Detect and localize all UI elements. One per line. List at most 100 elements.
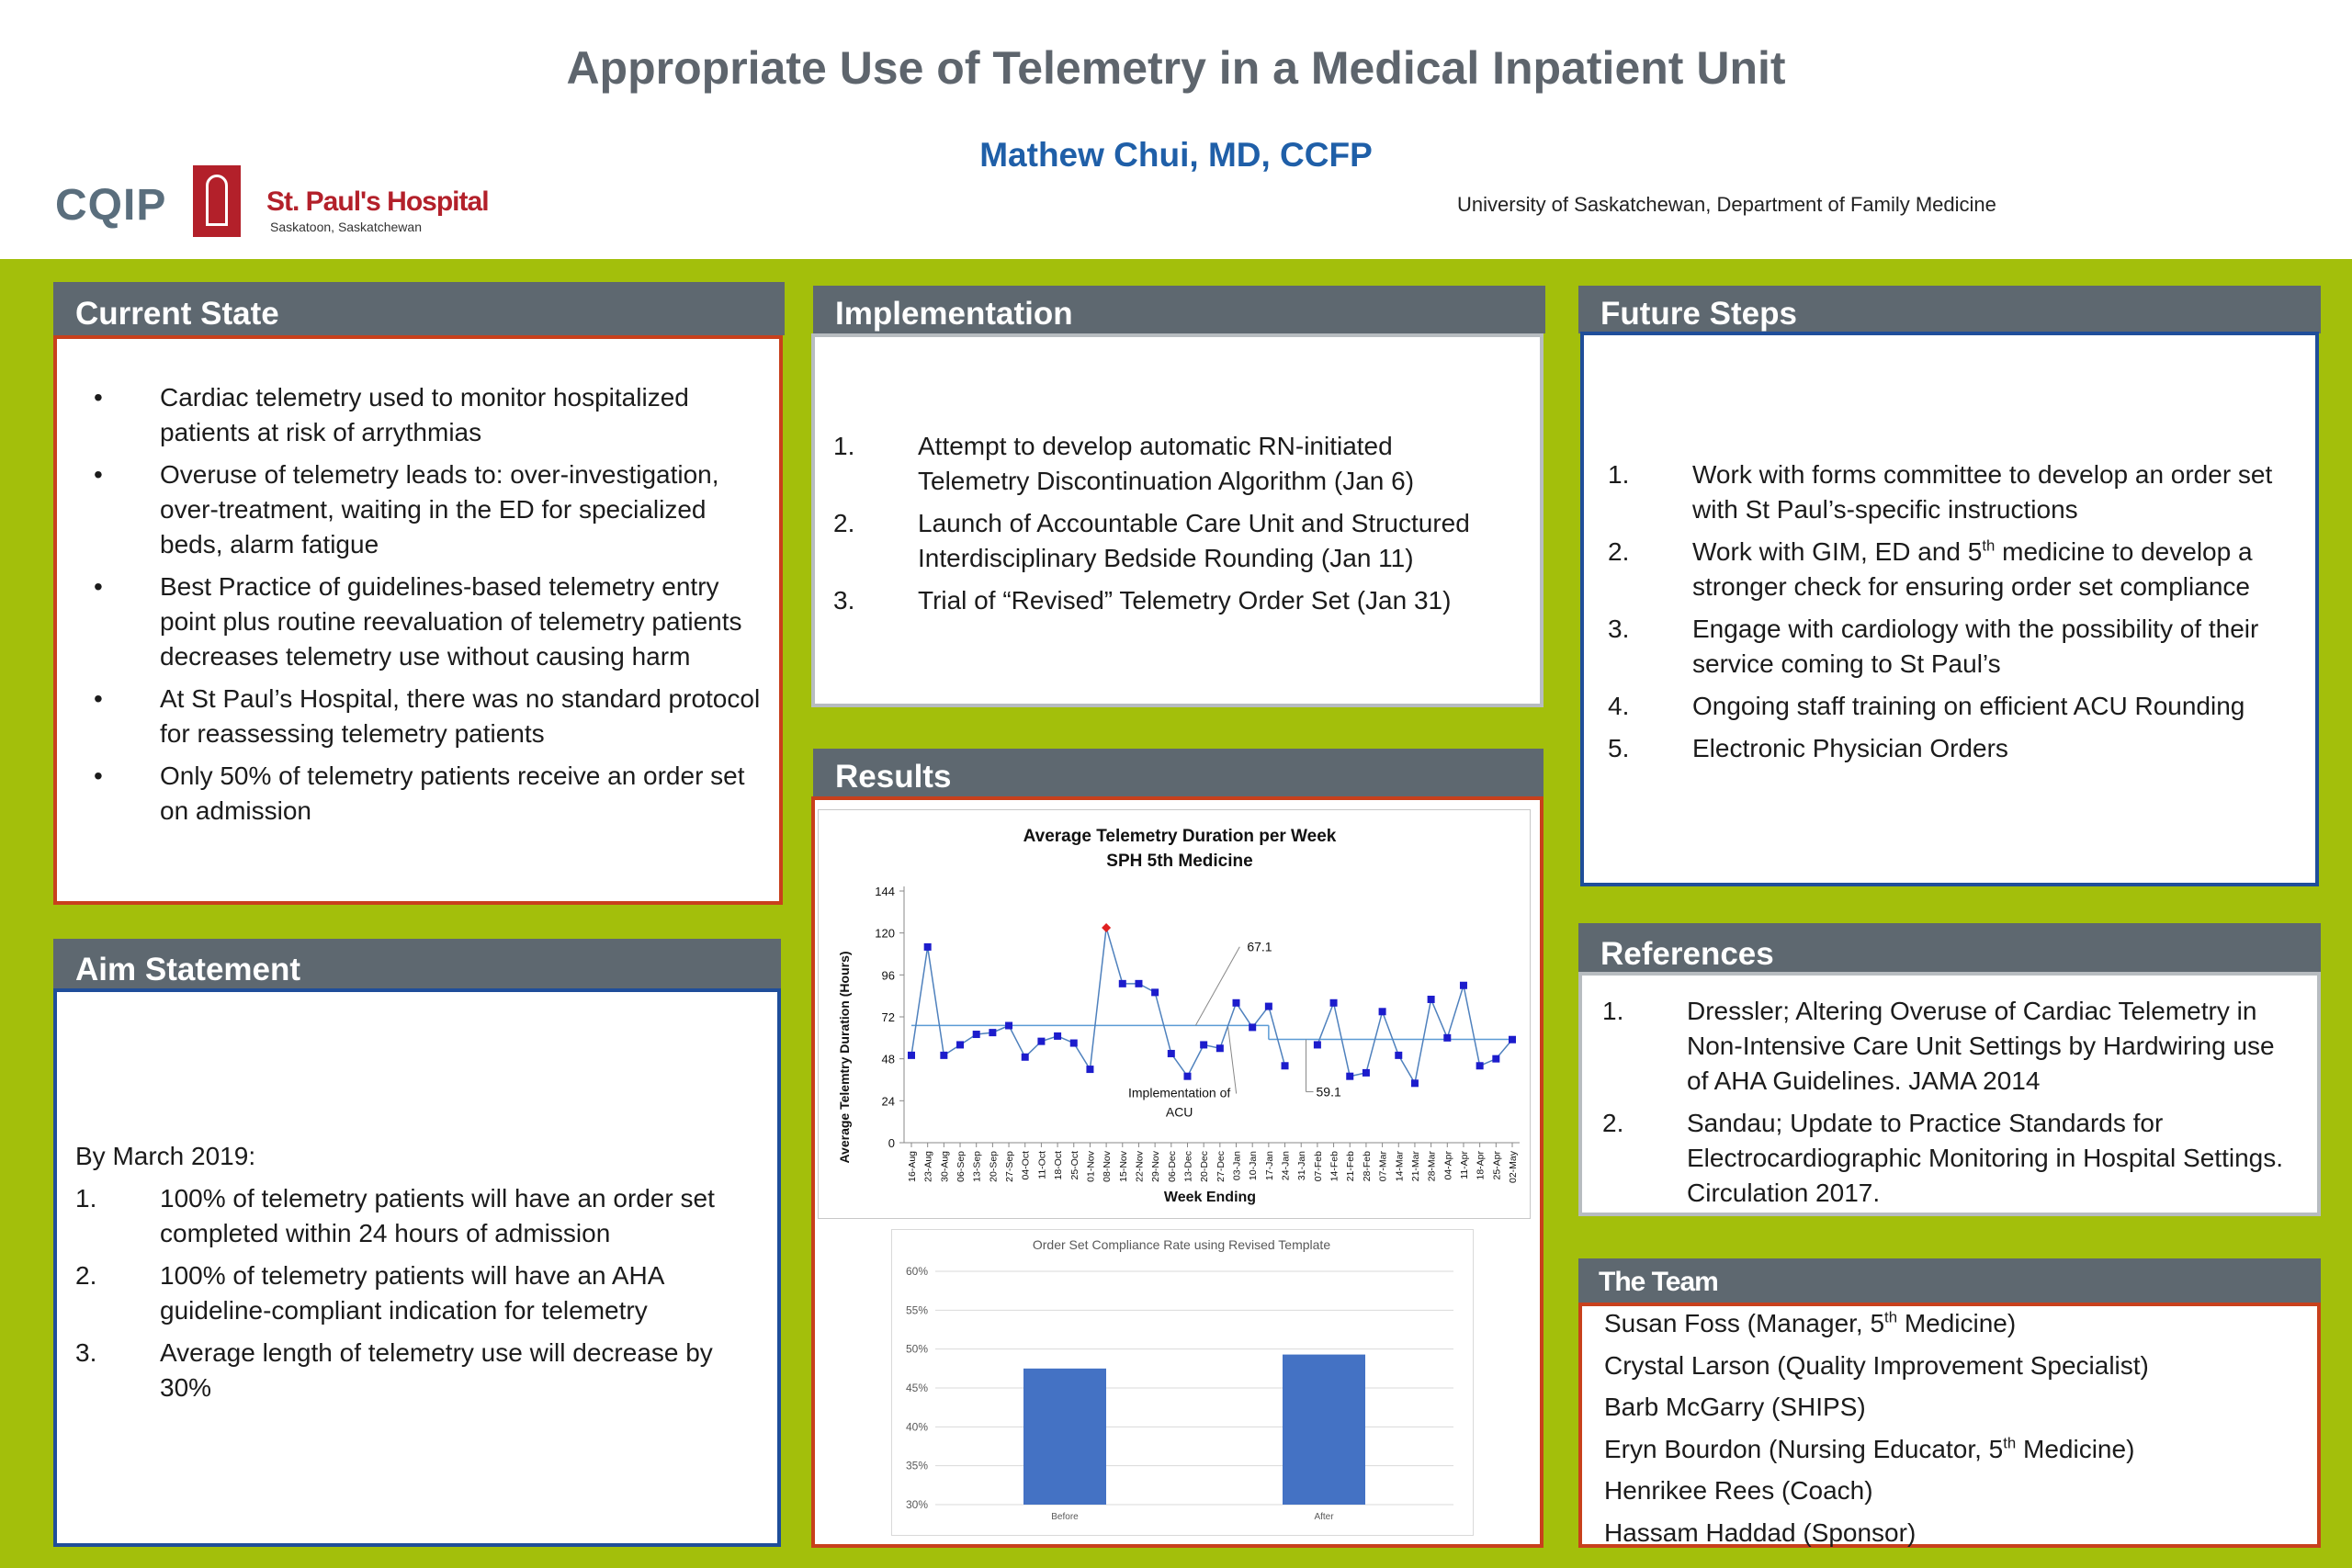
chart1-data-point [1135,979,1143,987]
implementation-heading: Implementation [813,286,1545,333]
future-step-item: Electronic Physician Orders [1692,734,2008,762]
chart1-x-tick-label: 10-Jan [1248,1151,1259,1180]
poster-header: Appropriate Use of Telemetry in a Medica… [0,0,2352,259]
chart2-y-tick-label: 50% [906,1343,928,1356]
chart1-data-point [972,1031,980,1039]
chart2-y-tick-label: 55% [906,1303,928,1316]
future-step-item: Engage with cardiology with the possibil… [1692,615,2259,678]
chart1-data-point [940,1051,948,1059]
current-state-item: Overuse of telemetry leads to: over-inve… [160,460,719,558]
chart1-title: Average Telemetry Duration per Week [1023,827,1337,846]
chart2-y-tick-label: 35% [906,1460,928,1472]
chart1-data-point [956,1041,965,1049]
chart2-title: Order Set Compliance Rate using Revised … [1033,1237,1330,1252]
chart1-x-tick-label: 21-Feb [1345,1151,1356,1181]
aim-item: 100% of telemetry patients will have an … [160,1184,715,1247]
aim-item: 100% of telemetry patients will have an … [160,1261,663,1325]
chart1-x-tick-label: 24-Jan [1281,1151,1292,1180]
team-member: Susan Foss (Manager, 5th Medicine) [1604,1308,2017,1337]
aim-statement-heading: Aim Statement [53,939,781,990]
chart1-mean-label: 67.1 [1247,940,1272,954]
chart2-y-tick-label: 45% [906,1382,928,1394]
chart1-data-point [1395,1051,1403,1059]
chart1-x-tick-label: 28-Feb [1362,1151,1373,1181]
chart2-bar [1283,1354,1365,1505]
chart1-x-tick-label: 15-Nov [1118,1150,1129,1182]
chart1-y-tick-label: 144 [875,885,895,898]
chart1-x-tick-label: 06-Dec [1167,1151,1178,1182]
reference-item: Dressler; Altering Overuse of Cardiac Te… [1687,997,2275,1095]
chart1-data-point [1509,1035,1516,1043]
chart1-data-point [1264,1002,1272,1010]
references-body: 1. Dressler; Altering Overuse of Cardiac … [1578,972,2321,1216]
poster-title: Appropriate Use of Telemetry in a Medica… [566,42,1786,94]
chart1-x-tick-label: 01-Nov [1085,1150,1096,1182]
chart1-callout-line [1194,946,1240,1026]
chart1-data-point-highlight [1102,922,1112,932]
chart1-frame [818,809,1531,1219]
chart1-y-tick-label: 48 [882,1053,895,1066]
team-member: Barb McGarry (SHIPS) [1604,1393,1866,1421]
chart1-data-point [1183,1072,1192,1080]
team-member: Eryn Bourdon (Nursing Educator, 5th Medi… [1604,1434,2135,1463]
references-heading: References [1578,923,2321,974]
current-state-list: • Cardiac telemetry used to monitor hospi… [75,380,761,829]
results-heading: Results [813,749,1544,796]
reference-item: Sandau; Update to Practice Standards for… [1687,1109,2283,1207]
chart1-x-tick-label: 23-Aug [923,1151,934,1182]
chart1-x-tick-label: 07-Feb [1313,1151,1324,1181]
chart1-data-point [1054,1032,1062,1040]
chart1-subtitle: SPH 5th Medicine [1106,852,1252,871]
chart1-data-point [1459,981,1467,989]
current-state-heading: Current State [53,282,785,335]
chart1-y-tick-label: 24 [882,1094,895,1108]
implementation-body: 1. Attempt to develop automatic RN-initia… [811,333,1544,707]
chart2-bar [1023,1368,1106,1505]
chart1-y-tick-label: 96 [882,968,895,982]
chart1-data-point [989,1029,997,1037]
chart1-annotation: ACU [1166,1105,1193,1120]
telemetry-duration-chart: Average Telemetry Duration per Week SPH … [818,809,1531,1219]
current-state-item: Best Practice of guidelines-based teleme… [160,572,742,671]
chart1-data-point [1118,979,1126,987]
chart1-data-point [1216,1044,1224,1053]
future-step-item: Work with forms committee to develop an … [1692,460,2273,524]
future-steps-heading: Future Steps [1578,286,2321,333]
team-member: Hassam Haddad (Sponsor) [1604,1517,1917,1547]
chart1-data-point [1021,1053,1029,1061]
chart1-data-point [923,942,932,951]
chart1-x-tick-label: 25-Apr [1491,1150,1502,1179]
chart2-frame [891,1229,1474,1536]
chart1-data-point [1313,1041,1321,1049]
chart1-data-point [1232,998,1240,1007]
chart1-ylabel: Average Telemtry Duration (Hours) [837,951,852,1163]
chart1-x-tick-label: 31-Jan [1296,1151,1307,1180]
chart1-data-point [1069,1039,1078,1047]
future-step-item: Work with GIM, ED and 5th medicine to de… [1692,536,2253,601]
chart2-x-label: Before [1051,1512,1079,1522]
chart1-data-point [1281,1062,1289,1070]
chart1-data-point [1329,998,1338,1007]
current-state-item: Cardiac telemetry used to monitor hospit… [160,383,689,446]
aim-statement-body: By March 2019: 1. 100% of telemetry patie… [53,988,781,1547]
chart2-y-tick-label: 30% [906,1498,928,1511]
chart1-data-point [1200,1041,1208,1049]
chart1-x-tick-label: 29-Nov [1150,1150,1161,1182]
affiliation: University of Saskatchewan, Department o… [1457,193,1996,216]
aim-item: Average length of telemetry use will dec… [160,1338,713,1402]
chart1-data-point [1005,1021,1013,1030]
chart1-y-tick-label: 120 [875,927,895,941]
chart1-x-tick-label: 21-Mar [1410,1151,1421,1182]
chart1-data-point [1410,1079,1419,1088]
chart1-x-tick-label: 13-Sep [972,1151,983,1182]
cqip-logo: CQIP [55,181,167,230]
chart2-y-tick-label: 40% [906,1420,928,1433]
future-step-item: Ongoing staff training on efficient ACU … [1692,692,2245,720]
chart1-x-tick-label: 14-Feb [1329,1151,1340,1181]
chart1-x-tick-label: 14-Mar [1394,1151,1405,1182]
chart1-xlabel: Week Ending [1164,1190,1256,1205]
chart1-data-point [908,1051,915,1059]
implementation-item: Attempt to develop automatic RN-initiate… [918,432,1415,495]
chart1-data-point [1151,988,1159,997]
implementation-item: Trial of “Revised” Telemetry Order Set (… [918,586,1452,615]
